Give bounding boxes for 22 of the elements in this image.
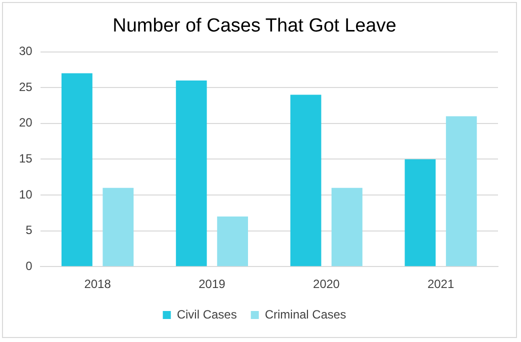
bar [102,188,134,266]
y-tick-label: 15 [18,152,33,166]
y-tick-label: 10 [18,187,33,202]
y-tick-label: 25 [18,80,33,94]
legend-label: Civil Cases [176,307,237,322]
bar [62,73,92,266]
bar [217,216,248,266]
bar [290,94,322,266]
x-tick-label: 2020 [313,277,340,292]
bar [404,159,436,266]
y-tick-label: 5 [26,223,33,238]
bar [332,188,362,266]
y-tick-label: 30 [18,44,33,58]
x-tick-label: 2019 [198,277,226,292]
legend-label: Criminal Cases [264,307,346,322]
chart-title: Number of Cases That Got Leave [112,16,396,37]
bar [176,80,207,266]
x-tick-label: 2018 [84,277,112,292]
x-tick-label: 2021 [427,277,454,292]
bar [446,116,477,266]
y-tick-label: 20 [18,116,33,130]
y-tick-label: 0 [26,258,33,273]
